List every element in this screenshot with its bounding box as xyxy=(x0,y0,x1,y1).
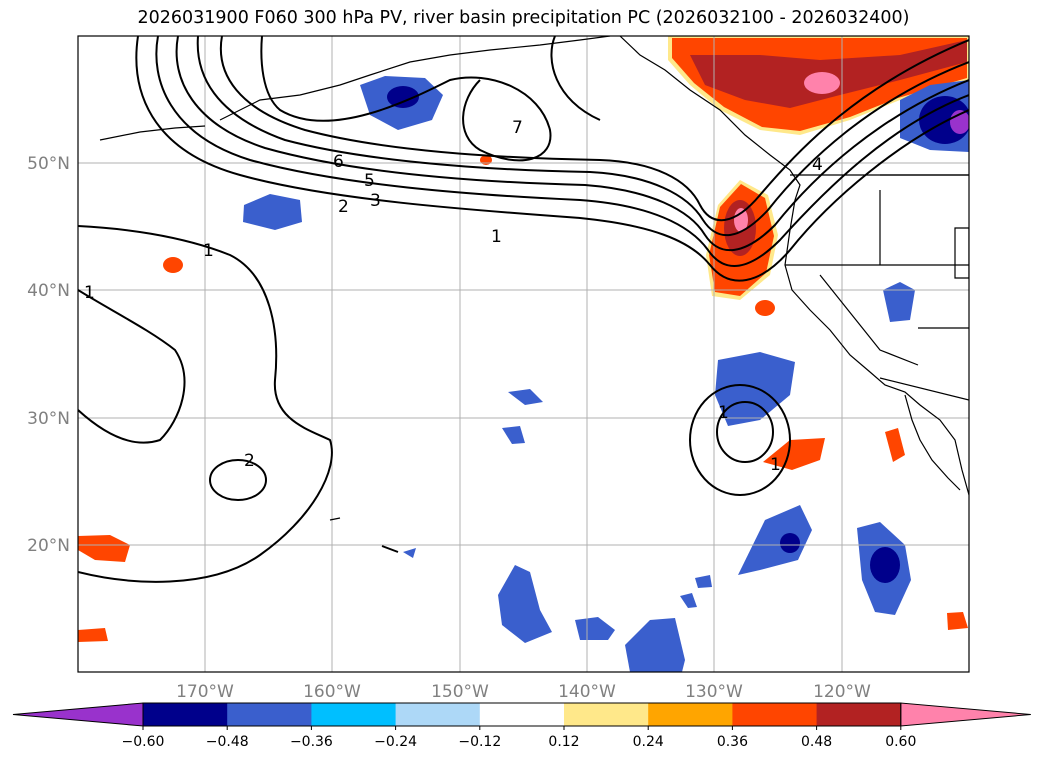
longitude-labels: 170°W 160°W 150°W 140°W 130°W 120°W xyxy=(176,682,871,702)
contour-label: 6 xyxy=(333,152,344,172)
colorbar-segment xyxy=(395,703,481,726)
lat-label: 30°N xyxy=(27,409,70,429)
contour-label: 7 xyxy=(512,118,523,138)
contour-label: 1 xyxy=(84,283,95,303)
colorbar-arrow-low xyxy=(12,702,144,727)
lat-label: 40°N xyxy=(27,281,70,301)
contour-label: 1 xyxy=(718,403,729,423)
colorbar: −0.60 −0.48 −0.36 −0.24 −0.12 0.12 0.24 0.36 0.4… xyxy=(12,702,1031,750)
contour-label: 4 xyxy=(812,155,823,175)
colorbar-tick-label: −0.12 xyxy=(458,734,501,750)
colorbar-segment xyxy=(479,703,565,726)
contour-label: 5 xyxy=(364,171,375,191)
colorbar-tick-label: −0.24 xyxy=(374,734,417,750)
colorbar-tick-label: −0.36 xyxy=(290,734,333,750)
contour-label: 2 xyxy=(338,197,349,217)
colorbar-segment xyxy=(143,703,228,726)
map-frame xyxy=(77,35,970,673)
lat-label: 20°N xyxy=(27,536,70,556)
map-panel: 1 1 1 1 1 2 2 3 4 5 6 7 xyxy=(78,36,969,672)
negative-anomaly-subtropical xyxy=(715,352,795,426)
lon-label: 130°W xyxy=(685,682,743,702)
lon-label: 150°W xyxy=(431,682,489,702)
colorbar-segment xyxy=(648,703,733,726)
colorbar-tick-label: −0.60 xyxy=(122,734,165,750)
contour-label: 1 xyxy=(491,227,502,247)
graticule xyxy=(78,36,969,672)
lon-label: 170°W xyxy=(176,682,234,702)
colorbar-tick-label: −0.48 xyxy=(206,734,249,750)
colorbar-segment xyxy=(311,703,397,726)
contour-label: 1 xyxy=(770,455,781,475)
contour-label: 3 xyxy=(370,191,381,211)
lon-label: 120°W xyxy=(813,682,871,702)
lat-label: 50°N xyxy=(27,154,70,174)
lon-label: 160°W xyxy=(303,682,361,702)
lon-label: 140°W xyxy=(558,682,616,702)
colorbar-tick-label: 0.60 xyxy=(885,734,916,750)
contour-labels: 1 1 1 1 1 2 2 3 4 5 6 7 xyxy=(84,118,823,475)
colorbar-tick-label: 0.24 xyxy=(633,734,664,750)
colorbar-border xyxy=(142,702,902,727)
negative-anomaly-west xyxy=(243,194,302,230)
latitude-labels: 50°N 40°N 30°N 20°N xyxy=(27,154,70,556)
colorbar-tick-label: 0.48 xyxy=(801,734,832,750)
map-title: 2026031900 F060 300 hPa PV, river basin … xyxy=(137,8,910,28)
contour-label: 1 xyxy=(203,241,214,261)
colorbar-segment xyxy=(227,703,312,726)
contour-label: 2 xyxy=(244,451,255,471)
colorbar-arrow-high xyxy=(900,702,1031,727)
pv-contours xyxy=(78,36,969,583)
colorbar-segment xyxy=(816,703,902,726)
colorbar-segment xyxy=(732,703,818,726)
colorbar-tick-label: 0.36 xyxy=(717,734,748,750)
colorbar-segment xyxy=(564,703,649,726)
colorbar-tick-label: 0.12 xyxy=(548,734,579,750)
